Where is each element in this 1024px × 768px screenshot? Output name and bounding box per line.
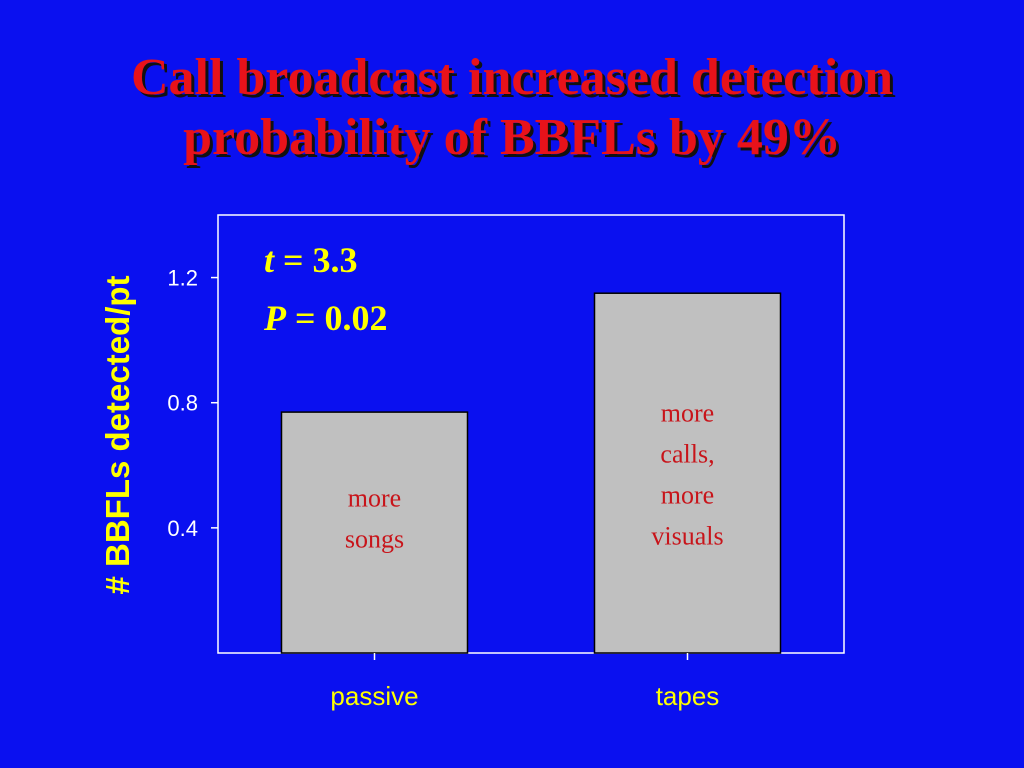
slide-title: Call broadcast increased detection proba…: [0, 48, 1024, 168]
plot-area-frame: [217, 214, 845, 654]
y-tick-label: 1.2: [167, 266, 198, 291]
t-statistic: t = 3.3: [264, 240, 358, 280]
x-category-label-passive: passive: [330, 681, 418, 711]
bar-passive: [280, 411, 469, 654]
y-tick-label: 0.4: [167, 516, 198, 541]
bar-annotation-line: more: [348, 484, 401, 513]
bar-annotations: more songs more calls, more visuals: [345, 399, 724, 554]
title-line-1: Call broadcast increased detection: [130, 49, 894, 106]
y-tick-label: 0.8: [167, 391, 198, 416]
p-value: P = 0.02: [263, 298, 388, 338]
bar-annotation-line: visuals: [651, 522, 723, 551]
y-axis: 0.4 0.8 1.2: [167, 266, 218, 541]
x-axis: passive tapes: [330, 653, 719, 711]
title-line-2: probability of BBFLs by 49%: [183, 109, 841, 166]
x-category-label-tapes: tapes: [656, 681, 720, 711]
bar-annotation-line: songs: [345, 525, 404, 554]
bar-annotation-line: more: [661, 399, 714, 428]
bars: [280, 292, 782, 654]
bar-tapes: [593, 292, 782, 654]
bar-annotation-line: calls,: [660, 440, 714, 469]
bar-annotation-line: more: [661, 481, 714, 510]
